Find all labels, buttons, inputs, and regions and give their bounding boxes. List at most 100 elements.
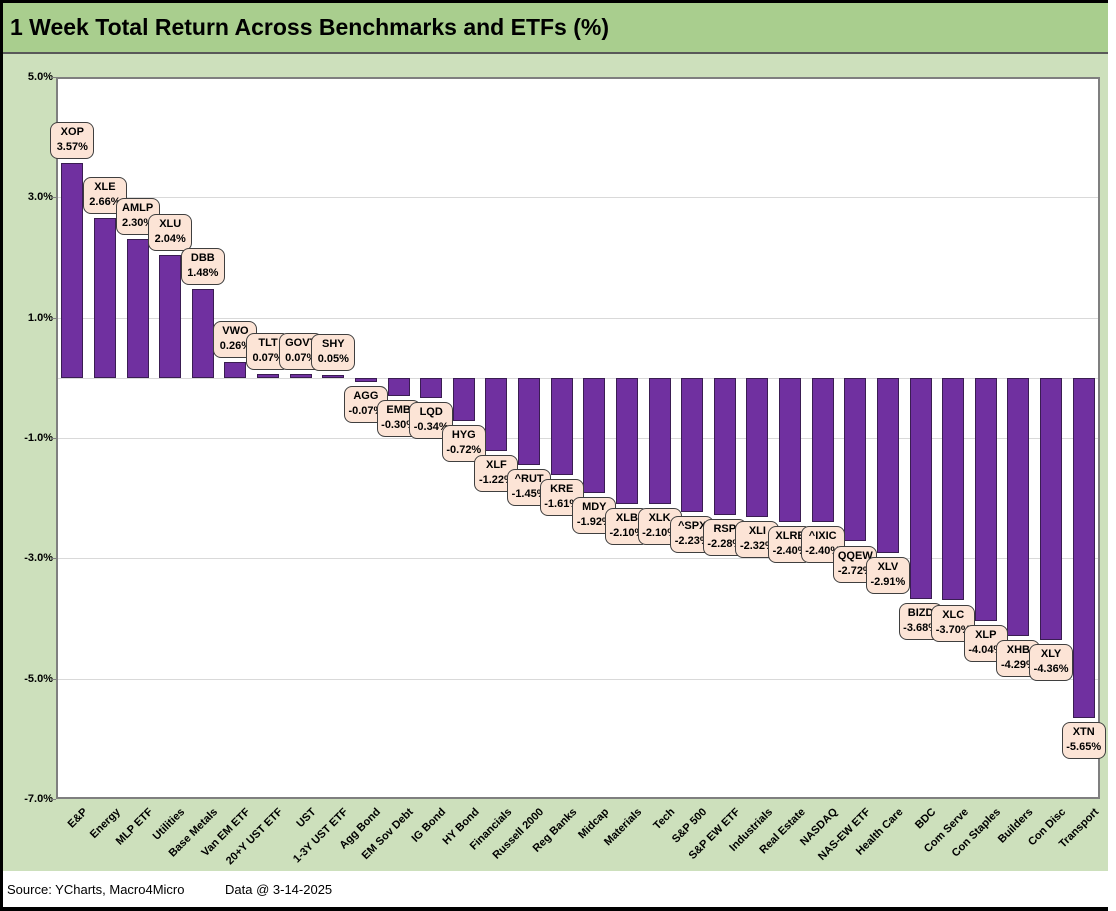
- callout-value: -4.36%: [1033, 663, 1069, 676]
- callout-XLU: XLU 2.04%: [148, 214, 193, 252]
- bar-XTN: [1072, 377, 1095, 718]
- gridline: [58, 678, 1098, 680]
- callout-value: -1.45%: [511, 488, 547, 501]
- bar-QQEW: [844, 377, 867, 542]
- callout-value: -0.34%: [413, 421, 449, 434]
- bar-KRE: [550, 377, 573, 475]
- callout-ticker: ^IXIC: [808, 530, 837, 543]
- callout-XLE: XLE 2.66%: [82, 176, 127, 214]
- callout-value: -2.23%: [674, 535, 710, 547]
- callout-value: 0.07%: [285, 351, 317, 364]
- callout-XLY: XLY -4.36%: [1029, 644, 1074, 682]
- callout-value: 2.30%: [121, 217, 154, 230]
- callout-value: -0.72%: [446, 444, 482, 457]
- callout-ticker: XLU: [159, 218, 182, 231]
- callout-value: -0.07%: [348, 405, 384, 417]
- y-tick-label: 3.0%: [27, 191, 53, 204]
- callout-value: -2.72%: [837, 564, 873, 577]
- bar-XLV: [876, 377, 899, 553]
- gridline: [58, 377, 1098, 379]
- callout-KRE: KRE -1.61%: [539, 478, 584, 516]
- bar-BIZD: [909, 377, 932, 600]
- callout-ticker: XLV: [877, 560, 899, 573]
- bar-^RUT: [518, 377, 541, 465]
- callout-value: -2.91%: [870, 575, 906, 588]
- bar-VWO: [224, 362, 247, 378]
- callout-value: -1.22%: [478, 474, 514, 487]
- callout-ticker: BIZD: [907, 607, 934, 620]
- y-tick-label: -1.0%: [24, 432, 53, 444]
- callout-value: -2.40%: [805, 545, 841, 558]
- callout-ticker: XOP: [60, 126, 84, 138]
- bar-XLB: [615, 377, 638, 505]
- callout-value: -4.04%: [968, 643, 1004, 656]
- bar-XOP: [61, 163, 84, 378]
- callout-value: -3.70%: [935, 623, 971, 636]
- callout-XOP: XOP 3.57%: [50, 122, 95, 159]
- callout-value: -1.92%: [576, 516, 612, 529]
- callout-ticker: AGG: [353, 390, 379, 402]
- y-axis-tick: [51, 77, 56, 78]
- x-label-e-p: E&P: [65, 806, 90, 831]
- bar-XLRE: [779, 377, 802, 523]
- callout-ticker: XLP: [975, 628, 997, 641]
- chart-layer: 5.0% 3.0% 1.0% -1.0% -3.0% -5.0% -7.0% XOP 3.57%…: [3, 3, 1108, 907]
- callout-ticker: ^RUT: [514, 473, 544, 486]
- callout-ticker: DBB: [190, 251, 215, 264]
- callout-ticker: XLF: [486, 459, 507, 472]
- callout-ticker: SHY: [321, 337, 345, 350]
- y-axis-tick: [51, 438, 56, 439]
- bar-DBB: [191, 288, 214, 378]
- callout-ticker: XLB: [615, 512, 638, 525]
- bar-RSP: [713, 377, 736, 515]
- callout-value: 0.05%: [317, 352, 349, 365]
- gridline: [58, 197, 1098, 199]
- bar-XLE: [93, 217, 116, 378]
- callout-value: -3.68%: [903, 622, 939, 635]
- bar-^IXIC: [811, 377, 834, 523]
- y-axis-tick: [51, 799, 56, 800]
- callout-ticker: MDY: [582, 501, 607, 514]
- y-tick-label: 5.0%: [27, 71, 53, 83]
- callout-value: 2.66%: [89, 195, 121, 208]
- callout-value: -4.29%: [1000, 658, 1036, 671]
- callout-value: 0.07%: [252, 351, 284, 364]
- callout-ticker: EMB: [386, 403, 411, 416]
- bar-XLK: [648, 377, 671, 505]
- bar-XLF: [485, 377, 508, 452]
- callout-value: -1.61%: [544, 497, 580, 510]
- x-label-bdc: BDC: [912, 806, 939, 832]
- y-tick-label: -7.0%: [24, 793, 53, 805]
- callout-value: -2.32%: [739, 540, 775, 553]
- callout-value: -2.28%: [707, 538, 743, 550]
- chart-title: 1 Week Total Return Across Benchmarks an…: [10, 14, 610, 40]
- callout-value: 3.57%: [56, 141, 88, 153]
- callout-ticker: LQD: [419, 406, 443, 419]
- callout-XTN: XTN -5.65%: [1061, 721, 1106, 759]
- y-axis-tick: [51, 317, 56, 319]
- callout-ticker: TLT: [258, 336, 278, 349]
- bar-AMLP: [126, 239, 149, 378]
- bar-XLP: [974, 377, 997, 621]
- callout-XLI: XLI -2.32%: [735, 521, 780, 559]
- callout-SHY: SHY 0.05%: [311, 333, 356, 371]
- bar-SHY: [322, 374, 345, 378]
- gridline: [58, 438, 1098, 439]
- callout-ticker: HYG: [451, 429, 476, 442]
- source-text: Source: YCharts, Macro4Micro: [7, 881, 185, 897]
- callout-XLV: XLV -2.91%: [865, 556, 910, 594]
- callout-ticker: AMLP: [122, 202, 154, 215]
- bar-^SPX: [681, 377, 704, 512]
- callout-ticker: XLRE: [775, 530, 805, 543]
- bar-GOVT: [289, 373, 312, 378]
- bar-XLY: [1040, 377, 1063, 641]
- callout-ticker: GOVT: [285, 336, 317, 349]
- y-tick-label: 1.0%: [27, 311, 53, 324]
- callout-ticker: XLE: [94, 180, 116, 193]
- callout-ticker: RSP: [713, 523, 737, 535]
- callout-ticker: XLI: [748, 525, 766, 538]
- callout-ticker: VWO: [222, 325, 249, 338]
- callout-ticker: QQEW: [837, 549, 873, 562]
- bar-XLI: [746, 377, 769, 518]
